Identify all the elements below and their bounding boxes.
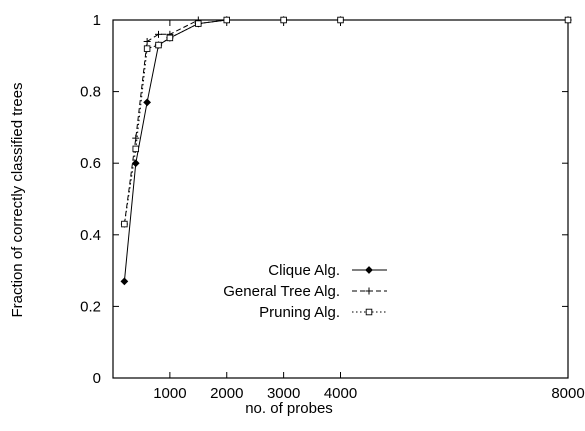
square-marker	[121, 220, 128, 228]
legend-label: General Tree Alg.	[223, 283, 340, 300]
legend-label: Clique Alg.	[268, 262, 340, 279]
square-marker	[564, 16, 572, 24]
series-3	[121, 16, 572, 228]
square-marker	[155, 41, 162, 49]
diamond-marker	[120, 277, 129, 286]
y-tick-label: 1	[93, 12, 101, 29]
x-axis-label: no. of probes	[245, 400, 333, 417]
series-1	[120, 16, 572, 286]
plus-marker	[365, 287, 373, 295]
diamond-marker	[143, 98, 151, 107]
y-axis-label: Fraction of correctly classified trees	[9, 82, 26, 317]
x-tick-label: 1000	[153, 385, 186, 402]
legend: Clique Alg. General Tree Alg. Pruning Alg.	[223, 262, 387, 321]
series-line	[123, 19, 568, 282]
y-tick-label: 0.8	[80, 84, 101, 101]
y-tick-label: 0	[93, 370, 101, 387]
axis-ticks: 0 0.2 0.4 0.6 0.8 1 1000 2000 3000 4000 8000	[80, 12, 585, 402]
y-tick-label: 0.6	[80, 155, 101, 172]
diamond-marker	[131, 159, 140, 168]
legend-label: Pruning Alg.	[259, 304, 340, 321]
series-line	[123, 19, 568, 225]
plus-marker	[143, 37, 151, 45]
square-marker	[223, 16, 230, 24]
square-marker	[166, 34, 174, 42]
plot-frame	[112, 19, 569, 379]
diamond-marker	[365, 266, 373, 274]
x-tick-label: 8000	[551, 385, 584, 402]
plus-marker	[155, 30, 162, 38]
square-marker	[143, 45, 151, 52]
x-tick-label: 2000	[210, 385, 243, 402]
y-tick-label: 0.2	[80, 298, 101, 315]
square-marker	[337, 16, 344, 24]
x-tick-label: 4000	[324, 385, 357, 402]
series-2	[120, 16, 572, 228]
square-marker	[365, 308, 373, 316]
plus-marker	[132, 134, 140, 142]
series-line	[123, 19, 568, 225]
y-tick-label: 0.4	[80, 227, 101, 244]
square-marker	[195, 20, 202, 27]
square-marker	[132, 145, 139, 153]
x-tick-label: 3000	[267, 385, 300, 402]
square-marker	[280, 16, 287, 24]
series-layer	[120, 16, 572, 286]
